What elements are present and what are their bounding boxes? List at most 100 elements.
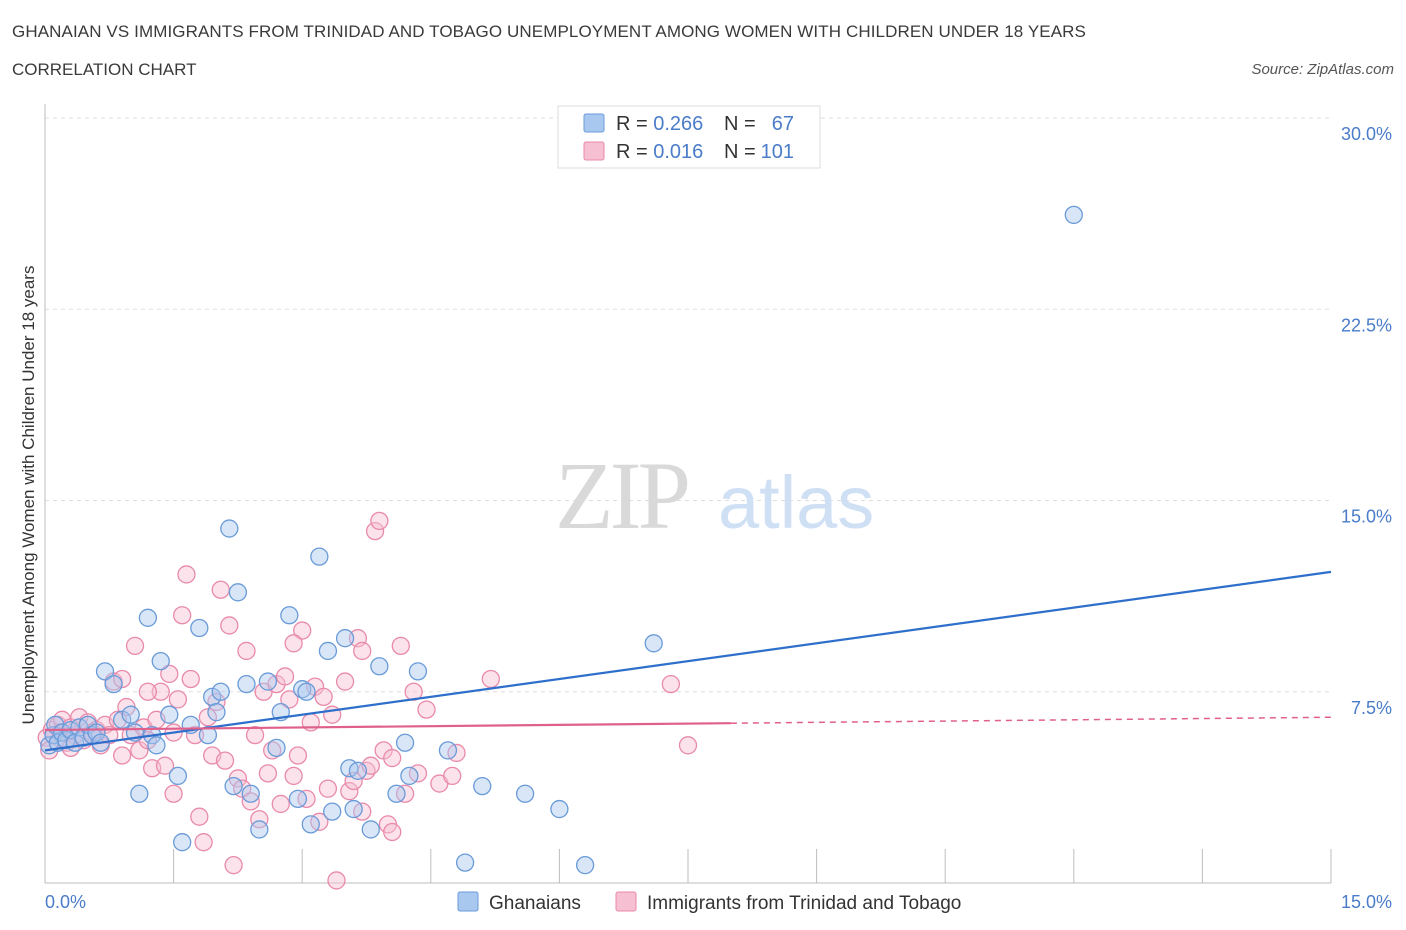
chart-subtitle: CORRELATION CHART: [12, 60, 197, 79]
correlation-legend: R = 0.266 N = 67 R = 0.016 N = 101: [557, 105, 821, 169]
svg-text:R = 0.016: R = 0.016: [616, 141, 703, 163]
trinidad-point: [215, 751, 235, 770]
ghanaian-point: [190, 618, 209, 638]
trinidad-point: [335, 672, 355, 691]
ghanaian-point: [168, 766, 188, 786]
trinidad-point: [190, 807, 209, 826]
trinidad-point: [678, 736, 698, 755]
y-tick-label: 30.0%: [1341, 124, 1392, 144]
ghanaian-point: [224, 776, 243, 796]
x-tick-label: 15.0%: [1341, 892, 1392, 912]
trinidad-point: [138, 682, 158, 701]
trinidad-point: [288, 746, 308, 765]
ghanaian-point: [121, 705, 140, 724]
ghanaian-point: [237, 674, 256, 694]
trinidad-point: [237, 641, 256, 661]
trinidad-point: [661, 674, 681, 694]
ghanaian-point: [297, 682, 316, 701]
ghanaian-point: [104, 674, 123, 694]
trinidad-point: [383, 748, 402, 768]
ghanaian-point: [220, 519, 239, 538]
trinidad-point: [481, 669, 500, 689]
watermark: ZIP atlas: [555, 442, 874, 549]
trinidad-point: [245, 725, 265, 745]
data-points: [37, 205, 1083, 890]
svg-text:R = 0.266: R = 0.266: [616, 113, 703, 135]
ghanaian-point: [344, 799, 363, 819]
trinidad-point: [125, 636, 145, 655]
ghanaian-point: [550, 799, 569, 819]
ghanaian-point: [198, 725, 218, 745]
y-axis-label: Unemployment Among Women with Children U…: [19, 266, 38, 725]
ghanaian-point: [370, 657, 389, 676]
trinidad-point: [241, 792, 260, 811]
bottom-legend-label-trinidad: Immigrants from Trinidad and Tobago: [647, 893, 961, 914]
ghanaian-point: [160, 705, 179, 724]
trend-line-extension: [730, 716, 1332, 724]
ghanaian-point: [387, 784, 406, 803]
legend-n-value: 67: [772, 113, 794, 135]
trinidad-point: [327, 871, 346, 890]
trinidad-point: [113, 746, 132, 765]
ghanaian-point: [400, 766, 419, 786]
ghanaian-point: [473, 776, 492, 796]
trinidad-point: [250, 810, 269, 829]
y-tick-label: 7.5%: [1351, 698, 1392, 718]
trinidad-point: [383, 822, 402, 842]
ghanaian-point: [147, 736, 166, 755]
legend-n-label: N =: [724, 141, 756, 163]
legend-n-label: N =: [724, 113, 756, 135]
legend-r-label: R =: [616, 141, 653, 163]
svg-text:N =: N =: [724, 113, 756, 135]
trinidad-point: [391, 636, 410, 655]
trinidad-point: [314, 687, 333, 706]
ghanaian-point: [323, 802, 342, 821]
legend-swatch-ghanaians: [583, 113, 605, 133]
x-tick-label: 0.0%: [45, 892, 86, 912]
ghanaian-point: [138, 608, 158, 627]
ghanaian-point: [151, 652, 170, 671]
trinidad-point: [113, 669, 132, 689]
y-tick-label: 22.5%: [1341, 315, 1392, 335]
trinidad-point: [271, 794, 290, 814]
trinidad-point: [280, 690, 299, 709]
ghanaian-point: [438, 741, 458, 760]
trinidad-point: [318, 779, 338, 798]
ghanaian-point: [87, 723, 106, 742]
ghanaian-point: [301, 815, 320, 834]
ghanaian-point: [644, 634, 663, 653]
ghanaian-point: [241, 784, 260, 803]
ghanaian-point: [211, 682, 230, 701]
trinidad-point: [370, 511, 389, 531]
ghanaian-point: [130, 784, 149, 803]
trinidad-point: [155, 756, 175, 775]
ghanaian-point: [1064, 205, 1083, 225]
trinidad-point: [211, 580, 230, 599]
trinidad-point: [275, 667, 295, 686]
ghanaian-point: [250, 820, 269, 839]
tick-labels: 7.5% 15.0% 22.5% 30.0% 0.0% 15.0%: [45, 124, 1392, 912]
legend-r-value: 0.016: [653, 141, 703, 163]
trinidad-point: [417, 700, 436, 719]
ghanaian-point: [173, 833, 192, 852]
trinidad-point: [220, 616, 239, 635]
ghanaian-point: [408, 662, 428, 681]
grid-lines: [45, 117, 1331, 693]
ghanaian-point: [318, 641, 338, 661]
ghanaian-point: [207, 703, 226, 722]
trinidad-point: [151, 682, 170, 701]
trinidad-point: [168, 690, 188, 709]
ghanaian-point: [455, 853, 475, 872]
watermark-atlas: atlas: [718, 461, 874, 544]
trinidad-point: [164, 784, 183, 803]
y-tick-label: 15.0%: [1341, 507, 1392, 527]
trend-line: [44, 570, 1332, 752]
ghanaian-point: [515, 784, 535, 803]
trinidad-point: [224, 856, 243, 875]
legend-swatch-trinidad: [583, 141, 605, 161]
trinidad-point: [177, 565, 196, 584]
axes: [44, 104, 1332, 884]
legend-r-value: 0.266: [653, 113, 703, 135]
ghanaian-point: [335, 629, 355, 648]
trinidad-point: [181, 669, 200, 689]
